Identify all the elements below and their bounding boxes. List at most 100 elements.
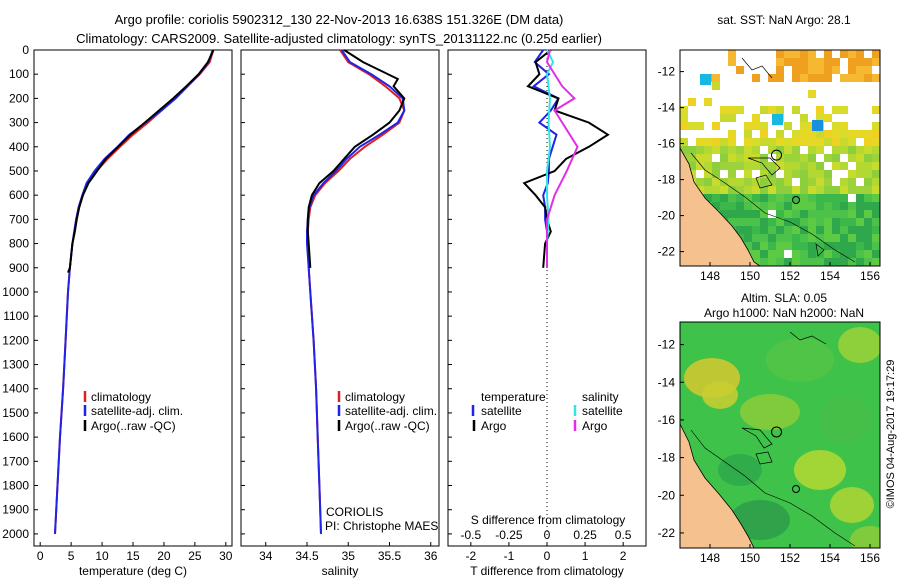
x-tick-label: 1: [582, 549, 589, 563]
float-track-marker: [792, 485, 800, 493]
sst-cell: [768, 202, 776, 210]
sst-cell: [736, 194, 744, 202]
sst-cell: [768, 186, 776, 194]
depth-tick-label: 2000: [2, 527, 29, 541]
sst-cell: [720, 154, 728, 162]
sst-cell: [808, 138, 816, 146]
sst-cell: [776, 106, 784, 114]
sst-cell: [800, 186, 808, 194]
sst-cell: [768, 242, 776, 250]
map-x-tick-label: 150: [740, 551, 760, 565]
sst-cell: [840, 138, 848, 146]
sst-cell: [824, 258, 832, 266]
sst-cell: [768, 258, 776, 266]
sst-cell: [840, 226, 848, 234]
sst-cold-cell: [772, 114, 783, 125]
sst-cell: [872, 218, 880, 226]
reef-outline: [815, 243, 825, 257]
sst-cell: [824, 226, 832, 234]
sst-cell: [744, 162, 752, 170]
sst-cell: [848, 250, 856, 258]
sst-cell: [808, 186, 816, 194]
sst-cell: [712, 178, 720, 186]
sst-cell: [760, 242, 768, 250]
sst-cell: [768, 250, 776, 258]
sst-cell: [840, 242, 848, 250]
sst-cell: [712, 162, 720, 170]
sst-cell: [832, 58, 840, 66]
depth-tick-label: 1300: [2, 358, 29, 372]
sst-cell: [832, 66, 840, 74]
sst-cell: [712, 202, 720, 210]
sst-cell: [704, 138, 712, 146]
sst-cell: [864, 170, 872, 178]
sst-cell: [848, 258, 856, 266]
x-tick-label: 34: [259, 549, 273, 563]
sla-anomaly-blob: [702, 381, 738, 409]
sst-cell: [856, 170, 864, 178]
diff-line-s-satellite: [545, 49, 555, 268]
sst-cell: [784, 146, 792, 154]
sst-cell: [872, 194, 880, 202]
sst-cell: [728, 170, 736, 178]
sst-cell: [824, 234, 832, 242]
x-tick-label: 30: [219, 549, 233, 563]
sst-cell: [872, 106, 880, 114]
sst-cell: [784, 50, 792, 58]
sla-map-content: [680, 327, 880, 548]
sst-cell: [840, 106, 848, 114]
map-y-tick-label: -20: [658, 209, 676, 223]
sst-cell: [824, 74, 832, 82]
x-tick-label: -2: [466, 549, 477, 563]
sst-cell: [696, 146, 704, 154]
sst-cell: [816, 202, 824, 210]
sst-cell: [696, 178, 704, 186]
sst-cell: [792, 250, 800, 258]
sst-cell: [816, 218, 824, 226]
sst-cell: [816, 178, 824, 186]
sst-cell: [744, 202, 752, 210]
sst-cell: [872, 210, 880, 218]
x-tick-label: -1: [504, 549, 515, 563]
series-line-climatology: [54, 49, 215, 534]
sst-cell: [784, 210, 792, 218]
map-y-tick-label: -16: [658, 137, 676, 151]
sst-cell: [872, 242, 880, 250]
depth-tick-label: 1600: [2, 430, 29, 444]
sst-cell: [776, 194, 784, 202]
sst-cell: [856, 58, 864, 66]
x-tick-label: 5: [68, 549, 75, 563]
sst-cell: [680, 146, 688, 154]
sst-cell: [848, 242, 856, 250]
map-y-tick-label: -12: [658, 65, 676, 79]
sst-cell: [824, 130, 832, 138]
sst-cell: [720, 138, 728, 146]
sst-cell: [688, 154, 696, 162]
sst-cell: [784, 242, 792, 250]
sst-cell: [784, 162, 792, 170]
sst-cell: [848, 234, 856, 242]
sst-cell: [776, 74, 784, 82]
sst-cell: [776, 162, 784, 170]
series-line-argo-raw-qc-: [67, 49, 215, 273]
sst-cell: [688, 146, 696, 154]
sst-cell: [848, 58, 856, 66]
sla-anomaly-blob: [766, 338, 834, 382]
sst-cell: [760, 122, 768, 130]
diff-line-s-argo: [545, 49, 579, 268]
sst-cell: [832, 226, 840, 234]
sla-anomaly-blob: [794, 450, 846, 490]
depth-tick-label: 300: [9, 116, 29, 130]
sst-cell: [768, 170, 776, 178]
diff-line-t-satellite: [531, 49, 560, 268]
sst-cell: [704, 98, 712, 106]
legend-salinity-header: salinity: [582, 390, 619, 404]
legend-s-satellite-label: satellite: [582, 404, 623, 418]
sst-cell: [808, 50, 816, 58]
sst-cell: [800, 178, 808, 186]
sst-cell: [776, 210, 784, 218]
sst-cell: [720, 194, 728, 202]
sst-cell: [784, 218, 792, 226]
sst-cell: [808, 154, 816, 162]
sst-cell: [816, 146, 824, 154]
